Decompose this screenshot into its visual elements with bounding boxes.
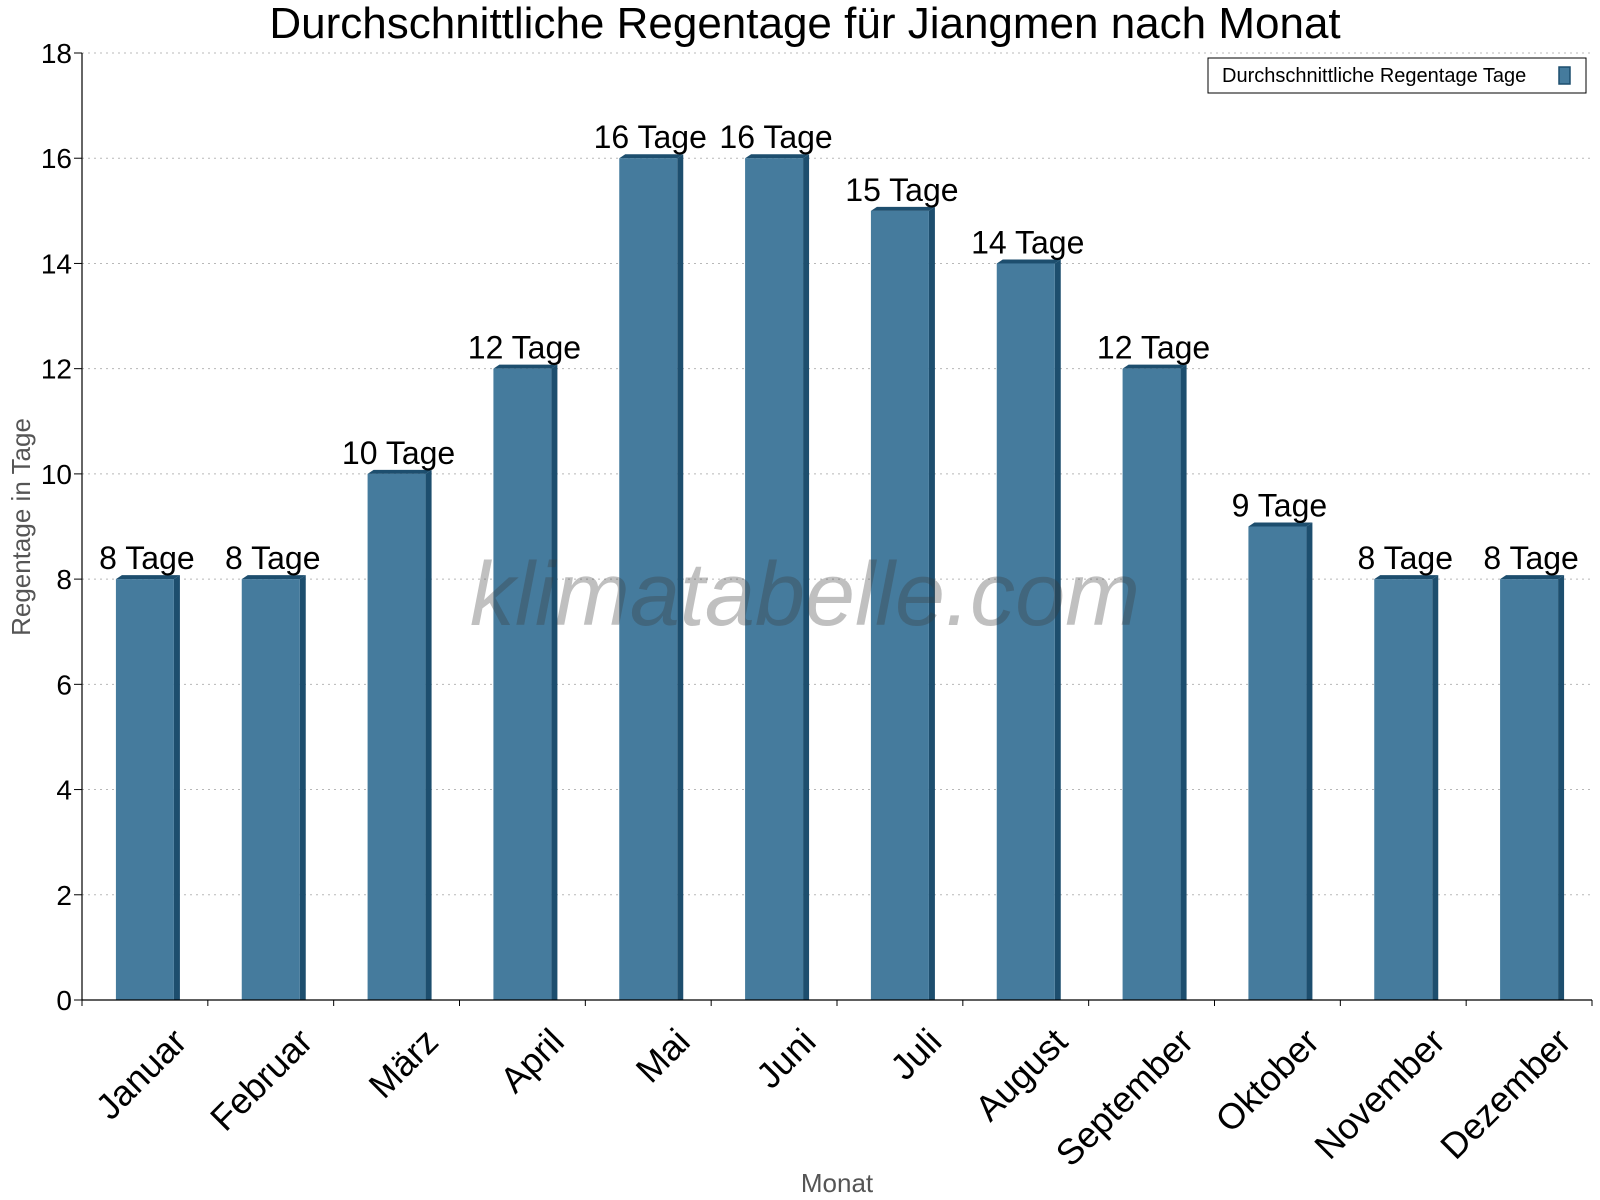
bar-top xyxy=(367,469,432,474)
bar-face xyxy=(241,579,300,1000)
x-tick-label: Oktober xyxy=(1207,1020,1327,1140)
bar-face xyxy=(745,158,804,1000)
bar-side xyxy=(1306,522,1313,1000)
x-axis-ticks: Januar Februar März April Mai Juni Juli AugustS… xyxy=(81,1000,1593,1174)
data-label: 14 Tage xyxy=(971,224,1084,260)
bar-top xyxy=(1122,364,1187,369)
bar-april xyxy=(493,364,558,1001)
y-tick-label: 12 xyxy=(41,354,72,385)
bar-juli xyxy=(870,206,935,1001)
bar-top xyxy=(996,259,1061,264)
data-label: 12 Tage xyxy=(468,330,581,366)
bar-side xyxy=(928,206,935,1001)
bar-face xyxy=(1374,579,1433,1000)
data-labels: 8 Tage 8 Tage 10 Tage 12 Tage 16 Tage 16 Tage… xyxy=(99,119,1579,576)
legend: Durchschnittliche Regentage Tage xyxy=(1207,57,1587,94)
bar-august xyxy=(996,259,1061,1000)
bar-top xyxy=(1500,575,1565,580)
data-label: 16 Tage xyxy=(719,119,832,155)
bar-face xyxy=(493,368,552,1001)
y-axis-ticks: 0 2 4 6 8 10 12 14 16 18 xyxy=(41,38,82,1016)
bar-november xyxy=(1374,575,1439,1000)
bar-side xyxy=(803,154,810,1000)
bar-side xyxy=(425,469,432,1000)
bar-top xyxy=(1374,575,1439,580)
bar-face xyxy=(870,210,929,1001)
watermark: klimatabelle.com xyxy=(470,545,1140,645)
bar-face xyxy=(1500,579,1559,1000)
bar-side xyxy=(677,154,684,1000)
bar-oktober xyxy=(1248,522,1313,1000)
data-label: 8 Tage xyxy=(99,540,195,576)
data-label: 10 Tage xyxy=(342,435,455,471)
bar-side xyxy=(1558,575,1565,1000)
data-label: 8 Tage xyxy=(225,540,321,576)
y-tick-label: 16 xyxy=(41,143,72,174)
bar-face xyxy=(1122,368,1181,1001)
bar-face xyxy=(619,158,678,1000)
bar-januar xyxy=(115,575,180,1000)
bar-face xyxy=(367,473,426,1000)
bar-dezember xyxy=(1500,575,1565,1000)
bar-top xyxy=(115,575,180,580)
data-label: 9 Tage xyxy=(1232,488,1328,524)
bar-face xyxy=(1248,526,1307,1000)
bar-märz xyxy=(367,469,432,1000)
bar-face xyxy=(996,263,1055,1000)
bars xyxy=(115,154,1565,1001)
legend-swatch xyxy=(1558,66,1571,85)
x-tick-label: März xyxy=(360,1020,446,1106)
bar-face xyxy=(115,579,174,1000)
x-tick-label: April xyxy=(492,1020,572,1100)
bar-top xyxy=(1248,522,1313,527)
bar-side xyxy=(1180,364,1187,1001)
data-label: 8 Tage xyxy=(1358,540,1454,576)
bar-top xyxy=(241,575,306,580)
x-axis-label: Monat xyxy=(801,1168,874,1198)
bar-top xyxy=(870,206,935,211)
grid-lines xyxy=(82,52,1592,896)
data-label: 16 Tage xyxy=(594,119,707,155)
y-tick-label: 8 xyxy=(56,564,72,595)
bar-top xyxy=(493,364,558,369)
y-tick-label: 4 xyxy=(56,775,72,806)
x-tick-label: Februar xyxy=(202,1020,320,1138)
x-tick-label: Januar xyxy=(88,1020,195,1127)
bar-side xyxy=(551,364,558,1001)
x-tick-label: Dezember xyxy=(1432,1020,1578,1166)
y-tick-label: 2 xyxy=(56,880,72,911)
bar-side xyxy=(173,575,180,1000)
y-tick-label: 0 xyxy=(56,985,72,1016)
bar-top xyxy=(619,154,684,159)
chart-title: Durchschnittliche Regentage für Jiangmen… xyxy=(269,0,1340,48)
bar-juni xyxy=(745,154,810,1000)
bar-mai xyxy=(619,154,684,1000)
data-label: 12 Tage xyxy=(1097,330,1210,366)
x-tick-label: September xyxy=(1048,1020,1202,1174)
y-tick-label: 14 xyxy=(41,248,72,279)
bar-side xyxy=(299,575,306,1000)
bar-side xyxy=(1054,259,1061,1000)
y-tick-label: 6 xyxy=(56,669,72,700)
x-tick-label: Juli xyxy=(882,1020,949,1087)
bar-september xyxy=(1122,364,1187,1001)
data-label: 15 Tage xyxy=(845,172,958,208)
x-tick-label: August xyxy=(967,1020,1075,1128)
y-tick-label: 10 xyxy=(41,459,72,490)
bar-side xyxy=(1432,575,1439,1000)
x-tick-label: November xyxy=(1306,1020,1452,1166)
x-tick-label: Mai xyxy=(628,1020,698,1090)
bar-februar xyxy=(241,575,306,1000)
y-tick-label: 18 xyxy=(41,38,72,69)
y-axis-label: Regentage in Tage xyxy=(6,418,36,636)
data-label: 8 Tage xyxy=(1483,540,1579,576)
bar-top xyxy=(745,154,810,159)
legend-box xyxy=(1207,57,1587,94)
legend-entry-label: Durchschnittliche Regentage Tage xyxy=(1222,65,1526,87)
x-tick-label: Juni xyxy=(748,1020,824,1096)
